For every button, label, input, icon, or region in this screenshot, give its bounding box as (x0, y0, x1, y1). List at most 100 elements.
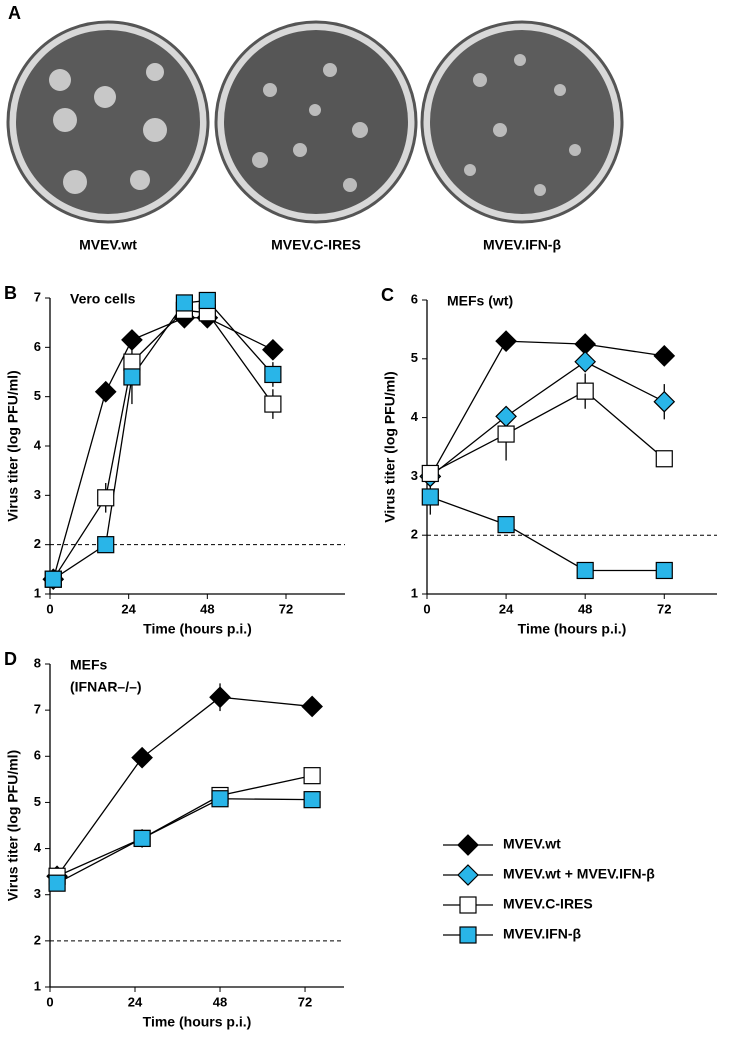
plate (420, 20, 624, 224)
y-tick-label: 5 (34, 794, 41, 809)
y-axis-title: Virus titer (log PFU/ml) (5, 370, 21, 521)
x-tick-label: 0 (46, 994, 53, 1009)
marker (653, 390, 676, 413)
x-tick-label: 48 (578, 601, 592, 616)
y-tick-label: 2 (34, 932, 41, 947)
marker (97, 489, 115, 507)
y-tick-label: 3 (34, 886, 41, 901)
x-tick-label: 0 (46, 601, 53, 616)
marker (653, 345, 676, 367)
marker (655, 561, 673, 580)
marker (303, 791, 321, 809)
legend-label: MVEV.IFN-β (503, 926, 581, 942)
marker (301, 695, 323, 718)
marker (262, 338, 284, 361)
series-line (56, 798, 313, 884)
series-line (56, 775, 313, 877)
y-tick-label: 3 (411, 468, 418, 483)
panel-label: C (381, 285, 394, 305)
marker (303, 767, 321, 785)
plate-label: MVEV.IFN-β (483, 237, 561, 253)
x-tick-label: 72 (657, 601, 671, 616)
legend-label: MVEV.C-IRES (503, 896, 593, 912)
y-tick-label: 4 (34, 840, 42, 855)
marker (209, 686, 231, 709)
y-axis-title: Virus titer (log PFU/ml) (382, 371, 398, 522)
plate (214, 20, 418, 224)
marker (175, 294, 193, 312)
marker (131, 746, 153, 769)
x-tick-label: 24 (499, 601, 514, 616)
y-tick-label: 6 (411, 291, 418, 306)
x-tick-label: 48 (200, 601, 214, 616)
annotation: Vero cells (70, 291, 136, 307)
marker (495, 405, 517, 428)
marker (574, 350, 597, 373)
x-tick-label: 72 (279, 601, 293, 616)
y-tick-label: 5 (34, 388, 41, 403)
marker (421, 464, 439, 483)
panel-label: B (4, 283, 17, 303)
annotation: MEFs (wt) (447, 293, 513, 309)
panel-label: D (4, 649, 17, 669)
series-line (430, 496, 665, 572)
series-line (52, 309, 274, 580)
series-line (52, 317, 274, 580)
y-axis-title: Virus titer (log PFU/ml) (5, 750, 21, 901)
marker (655, 450, 673, 468)
y-tick-label: 2 (411, 527, 418, 542)
legend-marker (457, 864, 479, 886)
y-tick-label: 5 (411, 350, 418, 365)
legend-marker (459, 896, 477, 914)
y-tick-label: 4 (34, 437, 42, 452)
marker (264, 365, 282, 384)
x-axis-title: Time (hours p.i.) (518, 621, 627, 637)
plates (6, 20, 624, 224)
marker (44, 570, 62, 588)
x-axis-title: Time (hours p.i.) (143, 621, 252, 637)
series-line (429, 340, 665, 477)
marker (123, 368, 141, 386)
series-line (429, 390, 665, 475)
marker (94, 380, 117, 403)
legend-marker (457, 834, 479, 856)
legend-label: MVEV.wt (503, 836, 561, 852)
marker (48, 874, 66, 892)
marker (421, 488, 439, 506)
y-tick-label: 8 (34, 655, 41, 670)
annotation: (IFNAR–/–) (70, 679, 142, 695)
panel-label: A (8, 3, 21, 23)
marker (211, 790, 229, 808)
y-tick-label: 7 (34, 702, 41, 717)
plate (6, 20, 210, 224)
annotation: MEFs (70, 657, 108, 673)
legend-marker (459, 926, 477, 944)
plate-label: MVEV.C-IRES (271, 237, 361, 253)
marker (497, 516, 515, 534)
marker (576, 561, 594, 580)
y-tick-label: 4 (411, 409, 419, 424)
y-tick-label: 7 (34, 289, 41, 304)
y-tick-label: 1 (411, 585, 418, 600)
y-tick-label: 2 (34, 536, 41, 551)
x-tick-label: 48 (213, 994, 227, 1009)
marker (97, 536, 115, 554)
legend-label: MVEV.wt + MVEV.IFN-β (503, 866, 655, 882)
y-tick-label: 1 (34, 978, 41, 993)
x-tick-label: 0 (423, 601, 430, 616)
x-axis-title: Time (hours p.i.) (143, 1014, 252, 1030)
x-tick-label: 24 (121, 601, 136, 616)
y-tick-label: 6 (34, 748, 41, 763)
marker (264, 395, 282, 413)
x-tick-label: 24 (128, 994, 143, 1009)
series-line (429, 360, 665, 477)
marker (198, 291, 216, 310)
x-tick-label: 72 (298, 994, 312, 1009)
y-tick-label: 6 (34, 339, 41, 354)
series-line (52, 299, 274, 580)
marker (121, 329, 143, 351)
marker (576, 382, 594, 400)
y-tick-label: 1 (34, 585, 41, 600)
series-line (56, 696, 313, 877)
